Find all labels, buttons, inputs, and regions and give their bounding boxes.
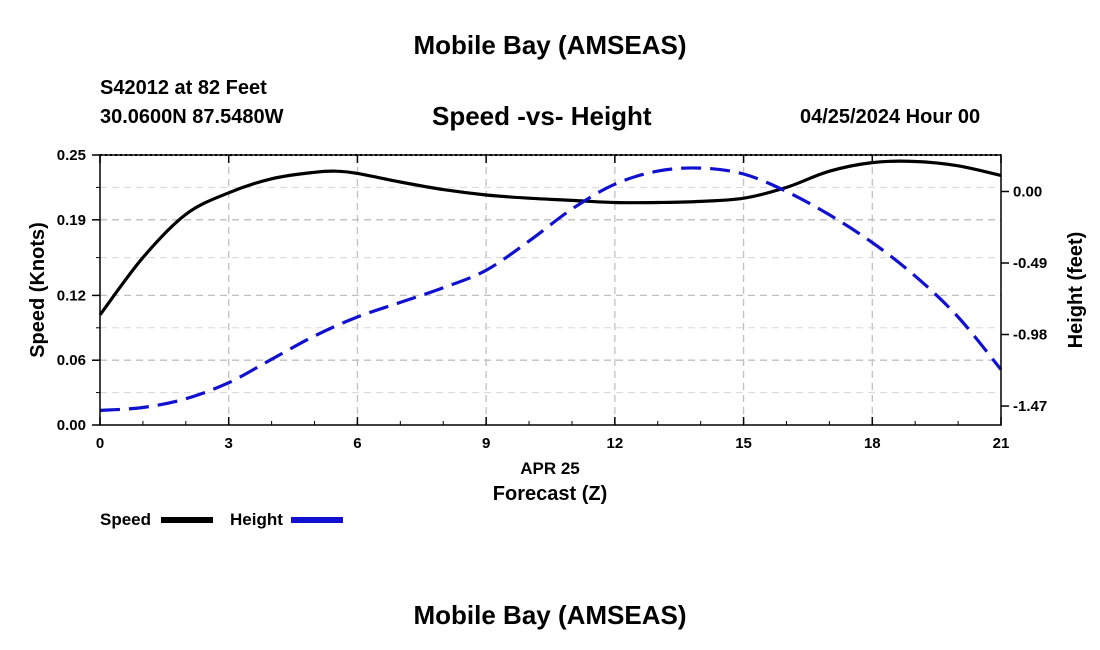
y-left-tick-label: 0.12	[57, 287, 86, 304]
y-left-tick-label: 0.19	[57, 212, 86, 229]
legend-speed-swatch	[161, 517, 213, 523]
legend-height-label: Height	[230, 510, 283, 529]
forecast-datetime: 04/25/2024 Hour 00	[800, 106, 981, 128]
grid-lines	[100, 155, 1001, 425]
x-tick-label: 0	[96, 435, 104, 452]
plot-frame	[99, 154, 1002, 426]
series-line-height	[99, 166, 1003, 412]
y-axis-left-title: Speed (Knots)	[27, 222, 49, 358]
chart-title: Speed -vs- Height	[432, 101, 652, 131]
y-axis-right-title: Height (feet)	[1065, 232, 1087, 349]
series-line-speed	[98, 159, 1002, 316]
x-tick-label: 3	[225, 435, 233, 452]
station-coordinates: 30.0600N 87.5480W	[100, 106, 284, 128]
x-tick-label: 15	[735, 435, 752, 452]
x-axis-title: Forecast (Z)	[493, 483, 607, 505]
legend-height-swatch	[291, 517, 343, 523]
legend-speed-label: Speed	[100, 510, 152, 529]
y-right-tick-label: -0.49	[1013, 255, 1047, 272]
x-tick-label: 12	[607, 435, 624, 452]
y-left-tick-label: 0.25	[57, 147, 86, 164]
x-tick-label: 9	[482, 435, 490, 452]
page-title: Mobile Bay (AMSEAS)	[413, 30, 687, 60]
axis-tick-labels: 0 3 6 9 12 15 18 21 0.00 0.06 0.12 0.19 0.25 -1.47 -0.…	[57, 147, 1047, 452]
y-right-tick-label: 0.00	[1013, 183, 1042, 200]
y-right-tick-label: -0.98	[1013, 327, 1047, 344]
y-right-tick-label: -1.47	[1013, 398, 1047, 415]
x-tick-label: 21	[993, 435, 1010, 452]
x-axis-date-label: APR 25	[520, 459, 580, 478]
page-title-bottom: Mobile Bay (AMSEAS)	[413, 600, 687, 630]
series-lines	[98, 159, 1003, 412]
y-left-tick-label: 0.00	[57, 417, 86, 434]
axis-ticks	[92, 154, 1009, 426]
station-label: S42012 at 82 Feet	[100, 77, 267, 99]
x-tick-label: 18	[864, 435, 881, 452]
x-tick-label: 6	[353, 435, 361, 452]
y-left-tick-label: 0.06	[57, 352, 86, 369]
